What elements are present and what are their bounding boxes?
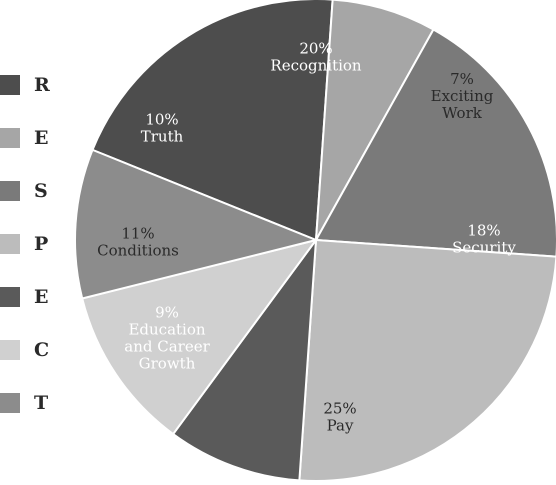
legend-label: P <box>34 233 49 255</box>
legend-swatch <box>0 181 20 201</box>
data-label-text: Pay <box>327 417 354 435</box>
legend-item-1: E <box>0 127 60 149</box>
legend-label: T <box>34 392 49 414</box>
pie-slices <box>74 0 556 482</box>
data-label-percent: 9% <box>155 304 179 322</box>
data-label-percent: 11% <box>121 225 154 243</box>
legend-swatch <box>0 287 20 307</box>
legend: R E S P E C T <box>0 70 60 414</box>
data-label-text: Work <box>442 104 483 122</box>
legend-item-6: T <box>0 392 60 414</box>
pie-slice-truth <box>74 148 320 300</box>
data-label-text: Education <box>128 321 205 339</box>
data-label-conditions: 11% Conditions <box>97 225 179 260</box>
data-label-security: 18% Security <box>452 222 516 257</box>
pie-slice-security <box>314 28 556 258</box>
legend-item-2: S <box>0 180 60 202</box>
data-label-percent: 18% <box>467 222 500 240</box>
pie-slice-pay <box>298 238 556 482</box>
legend-swatch <box>0 75 20 95</box>
data-label-percent: 25% <box>323 400 356 418</box>
data-label-text: Security <box>452 239 516 257</box>
data-label-text: Recognition <box>270 57 362 75</box>
data-label-pay: 25% Pay <box>323 400 356 435</box>
data-label-text: Exciting <box>431 87 494 105</box>
data-label-text: Growth <box>139 355 196 373</box>
data-label-exciting-work: 7% Exciting Work <box>431 70 494 122</box>
legend-item-4: E <box>0 286 60 308</box>
data-label-education-and-career-growth: 9% Education and Career Growth <box>124 304 210 373</box>
legend-label: R <box>34 74 50 96</box>
data-label-text: Conditions <box>97 242 179 260</box>
legend-item-0: R <box>0 74 60 96</box>
data-label-percent: 20% <box>299 40 332 58</box>
data-label-percent: 7% <box>450 70 474 88</box>
data-label-text: Truth <box>141 128 184 146</box>
pie-slice-conditions <box>80 238 319 436</box>
legend-swatch <box>0 393 20 413</box>
data-label-percent: 10% <box>145 111 178 129</box>
pie-slice-exciting-work <box>315 0 435 241</box>
legend-item-3: P <box>0 233 60 255</box>
legend-label: C <box>34 339 50 361</box>
data-label-truth: 10% Truth <box>141 111 184 146</box>
data-label-text: and Career <box>124 338 210 356</box>
legend-label: E <box>34 286 49 308</box>
legend-item-5: C <box>0 339 60 361</box>
pie-slice-recognition <box>91 0 334 242</box>
data-label-recognition: 20% Recognition <box>270 40 362 75</box>
legend-swatch <box>0 128 20 148</box>
legend-label: S <box>34 180 48 202</box>
legend-swatch <box>0 340 20 360</box>
pie-slice-education-and-career-growth <box>171 236 318 482</box>
legend-swatch <box>0 234 20 254</box>
pie-labels: 20% Recognition 7% Exciting Work 18% Security 2… <box>97 40 516 435</box>
legend-label: E <box>34 127 49 149</box>
